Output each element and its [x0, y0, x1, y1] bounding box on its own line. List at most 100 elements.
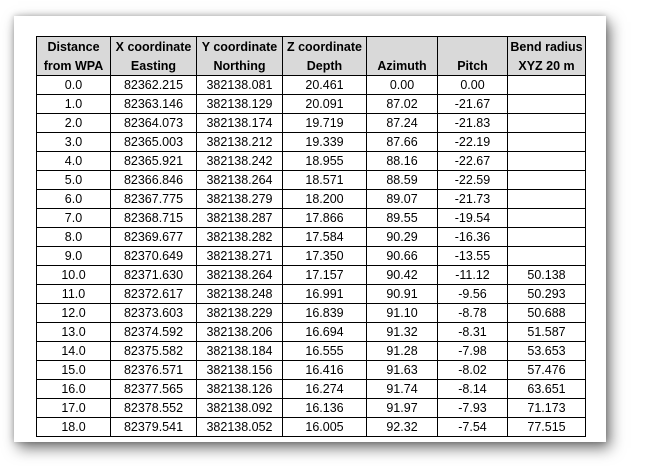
northing-cell: 382138.052 — [196, 417, 283, 437]
easting-cell: 82371.630 — [110, 265, 197, 285]
pitch-cell: -7.98 — [437, 341, 508, 361]
bend-radius-cell: 57.476 — [507, 360, 586, 380]
table-row: 10.0 82371.630 382138.264 17.157 90.42 -11.12… — [36, 265, 586, 285]
depth-cell: 16.005 — [282, 417, 367, 437]
table-row: 7.0 82368.715 382138.287 17.866 89.55 -19.54 — [36, 208, 586, 228]
distance-cell: 0.0 — [36, 75, 111, 95]
spreadsheet-image: Distance X coordinate Y coordinate Z coo… — [14, 16, 606, 442]
distance-cell: 8.0 — [36, 227, 111, 247]
pitch-cell: -21.67 — [437, 94, 508, 114]
depth-cell: 19.339 — [282, 132, 367, 152]
distance-cell: 7.0 — [36, 208, 111, 228]
depth-cell: 17.584 — [282, 227, 367, 247]
azimuth-cell: 88.16 — [366, 151, 438, 171]
distance-cell: 6.0 — [36, 189, 111, 209]
bend-radius-cell: 53.653 — [507, 341, 586, 361]
northing-cell: 382138.092 — [196, 398, 283, 418]
easting-cell: 82377.565 — [110, 379, 197, 399]
azimuth-cell: 87.24 — [366, 113, 438, 133]
table-row: 17.0 82378.552 382138.092 16.136 91.97 -7.93 7… — [36, 398, 586, 418]
distance-cell: 15.0 — [36, 360, 111, 380]
bend-radius-cell — [507, 246, 586, 266]
northing-cell: 382138.174 — [196, 113, 283, 133]
table-row: 3.0 82365.003 382138.212 19.339 87.66 -22.19 — [36, 132, 586, 152]
depth-cell: 16.991 — [282, 284, 367, 304]
table-row: 13.0 82374.592 382138.206 16.694 91.32 -8.31 5… — [36, 322, 586, 342]
northing-cell: 382138.248 — [196, 284, 283, 304]
bend-radius-cell — [507, 151, 586, 171]
distance-cell: 3.0 — [36, 132, 111, 152]
easting-cell: 82365.003 — [110, 132, 197, 152]
header-distance: Distance — [36, 36, 111, 56]
azimuth-cell: 91.63 — [366, 360, 438, 380]
pitch-cell: 0.00 — [437, 75, 508, 95]
depth-cell: 17.866 — [282, 208, 367, 228]
bend-radius-cell: 71.173 — [507, 398, 586, 418]
bend-radius-cell — [507, 170, 586, 190]
easting-cell: 82366.846 — [110, 170, 197, 190]
bend-radius-cell: 51.587 — [507, 322, 586, 342]
table-body: 0.0 82362.215 382138.081 20.461 0.00 0.00 1.0 8… — [36, 75, 586, 437]
distance-cell: 16.0 — [36, 379, 111, 399]
header-pitch: Pitch — [437, 56, 508, 76]
azimuth-cell: 88.59 — [366, 170, 438, 190]
easting-cell: 82364.073 — [110, 113, 197, 133]
easting-cell: 82375.582 — [110, 341, 197, 361]
northing-cell: 382138.271 — [196, 246, 283, 266]
depth-cell: 16.416 — [282, 360, 367, 380]
distance-cell: 11.0 — [36, 284, 111, 304]
easting-cell: 82365.921 — [110, 151, 197, 171]
distance-cell: 5.0 — [36, 170, 111, 190]
northing-cell: 382138.129 — [196, 94, 283, 114]
table-row: 9.0 82370.649 382138.271 17.350 90.66 -13.55 — [36, 246, 586, 266]
easting-cell: 82362.215 — [110, 75, 197, 95]
table-row: 15.0 82376.571 382138.156 16.416 91.63 -8.02 5… — [36, 360, 586, 380]
easting-cell: 82376.571 — [110, 360, 197, 380]
depth-cell: 16.274 — [282, 379, 367, 399]
header-bend-radius: Bend radius — [507, 36, 586, 56]
easting-cell: 82379.541 — [110, 417, 197, 437]
table-row: 4.0 82365.921 382138.242 18.955 88.16 -22.67 — [36, 151, 586, 171]
easting-cell: 82374.592 — [110, 322, 197, 342]
easting-cell: 82369.677 — [110, 227, 197, 247]
azimuth-cell: 0.00 — [366, 75, 438, 95]
depth-cell: 20.461 — [282, 75, 367, 95]
bend-radius-cell: 50.688 — [507, 303, 586, 323]
pitch-cell: -11.12 — [437, 265, 508, 285]
distance-cell: 10.0 — [36, 265, 111, 285]
northing-cell: 382138.279 — [196, 189, 283, 209]
northing-cell: 382138.184 — [196, 341, 283, 361]
azimuth-cell: 91.74 — [366, 379, 438, 399]
depth-cell: 17.157 — [282, 265, 367, 285]
azimuth-cell: 92.32 — [366, 417, 438, 437]
azimuth-cell: 91.32 — [366, 322, 438, 342]
pitch-cell: -21.83 — [437, 113, 508, 133]
distance-cell: 14.0 — [36, 341, 111, 361]
northing-cell: 382138.282 — [196, 227, 283, 247]
northing-cell: 382138.242 — [196, 151, 283, 171]
bend-radius-cell — [507, 75, 586, 95]
table-row: 12.0 82373.603 382138.229 16.839 91.10 -8.78 5… — [36, 303, 586, 323]
header-easting: Easting — [110, 56, 197, 76]
pitch-cell: -8.78 — [437, 303, 508, 323]
header-pitch-top — [437, 36, 508, 56]
distance-cell: 2.0 — [36, 113, 111, 133]
bend-radius-cell — [507, 94, 586, 114]
bend-radius-cell: 50.138 — [507, 265, 586, 285]
distance-cell: 12.0 — [36, 303, 111, 323]
pitch-cell: -8.31 — [437, 322, 508, 342]
northing-cell: 382138.212 — [196, 132, 283, 152]
header-northing: Northing — [196, 56, 283, 76]
header-azimuth: Azimuth — [366, 56, 438, 76]
pitch-cell: -8.14 — [437, 379, 508, 399]
table-row: 2.0 82364.073 382138.174 19.719 87.24 -21.83 — [36, 113, 586, 133]
distance-cell: 18.0 — [36, 417, 111, 437]
northing-cell: 382138.264 — [196, 170, 283, 190]
northing-cell: 382138.081 — [196, 75, 283, 95]
northing-cell: 382138.264 — [196, 265, 283, 285]
header-y-coordinate: Y coordinate — [196, 36, 283, 56]
pitch-cell: -21.73 — [437, 189, 508, 209]
table-row: 18.0 82379.541 382138.052 16.005 92.32 -7.54 7… — [36, 417, 586, 437]
azimuth-cell: 87.02 — [366, 94, 438, 114]
